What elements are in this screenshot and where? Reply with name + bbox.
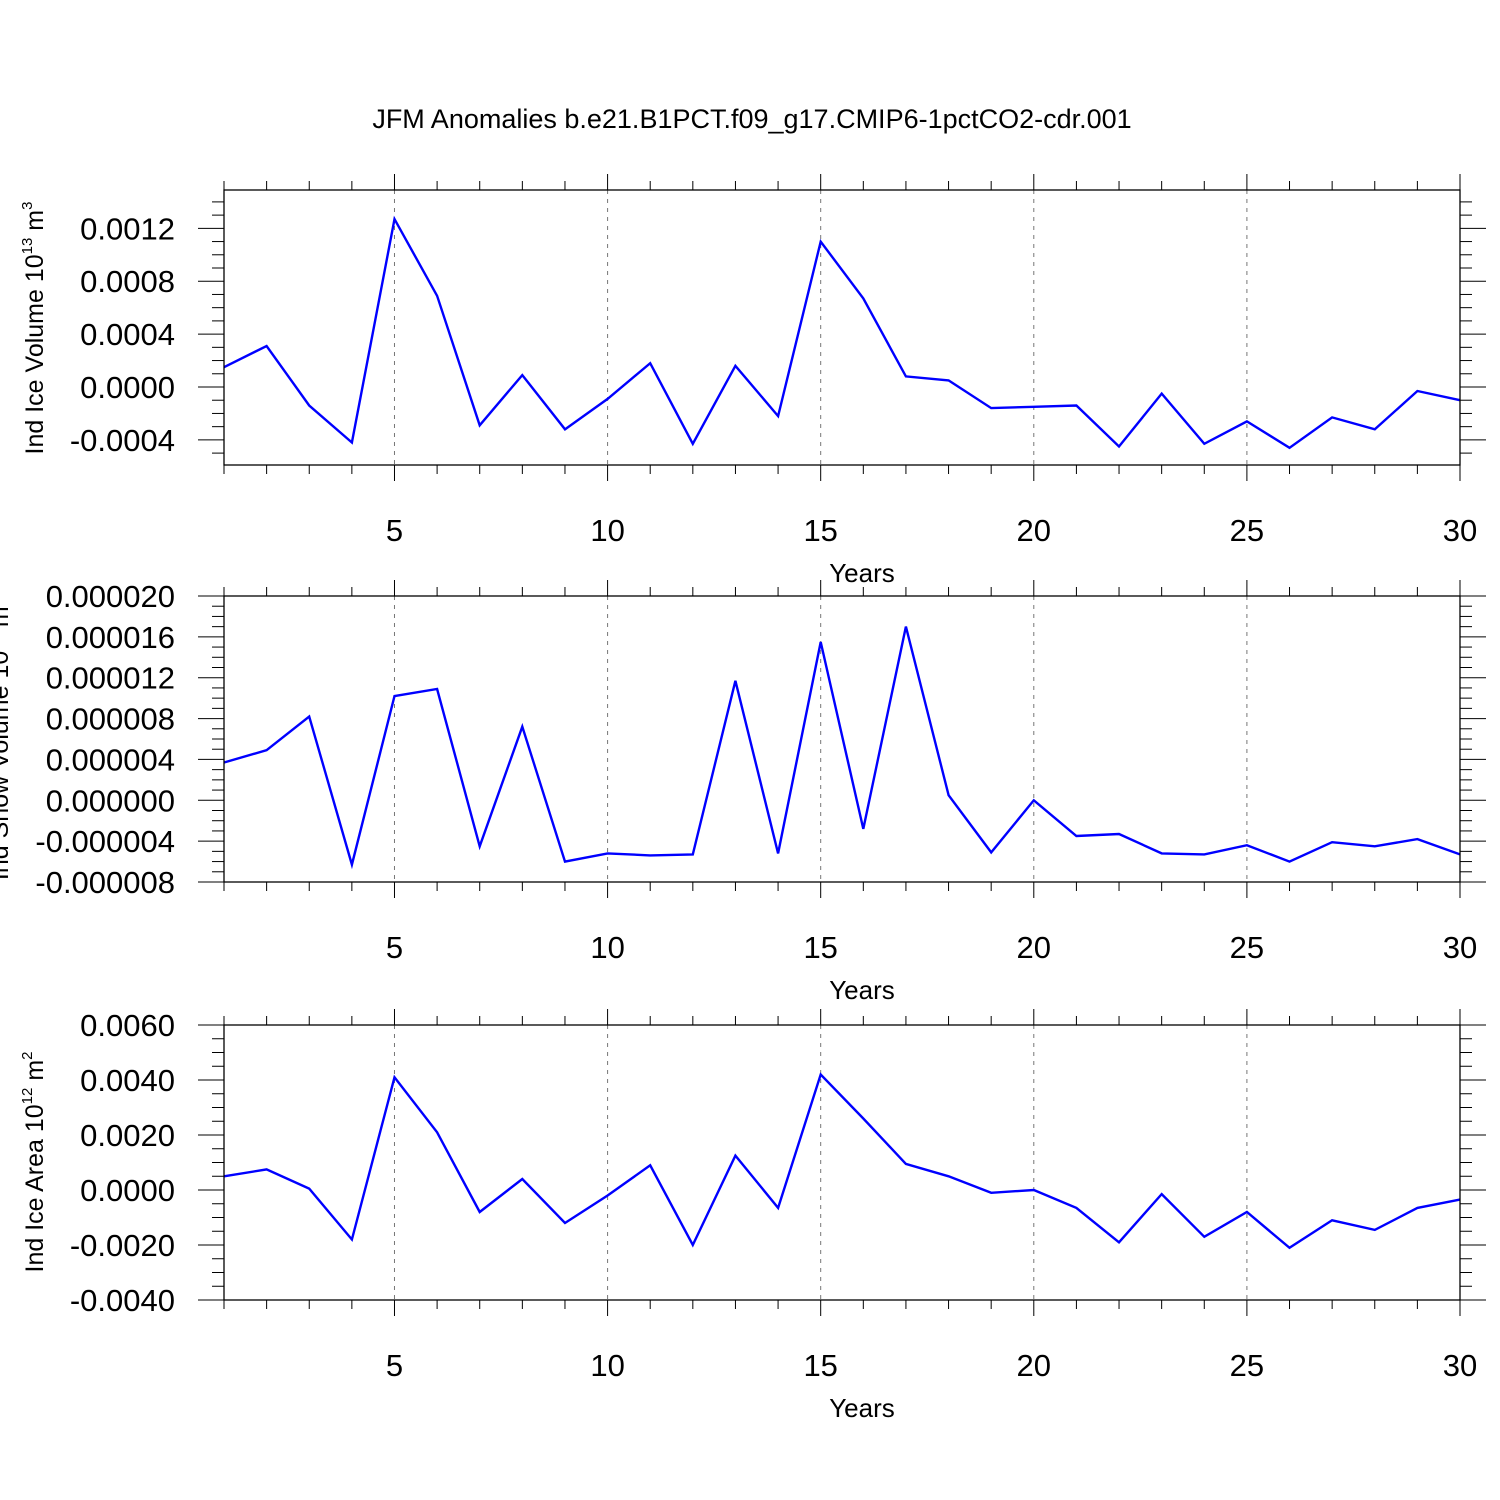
x-tick-label: 15 [803, 1348, 837, 1383]
x-tick-label: 25 [1230, 1348, 1264, 1383]
y-axis-label: Ind Ice Volume 1013 m3 [19, 202, 49, 455]
plot-frame [223, 1024, 1461, 1301]
x-tick-label: 20 [1017, 513, 1051, 548]
panel-3: -0.0040 -0.0020 0.0000 0.0020 0.0040 0.0060 5 1… [19, 1008, 1486, 1423]
y-axis-label: Ind Ice Area 1012 m2 [19, 1052, 49, 1273]
y-tick-label: 0.000000 [46, 783, 175, 818]
x-tick-label: 25 [1230, 513, 1264, 548]
y-tick-label: 0.0004 [80, 317, 175, 352]
x-tick-label: 30 [1443, 1348, 1477, 1383]
x-tick-label: 20 [1017, 1348, 1051, 1383]
plot-frame [223, 595, 1461, 883]
x-axis-label: Years [829, 558, 895, 588]
panel-1: -0.0004 0.0000 0.0004 0.0008 0.0012 5 10 15 20 25… [19, 174, 1486, 588]
chart-title: JFM Anomalies b.e21.B1PCT.f09_g17.CMIP6-… [372, 104, 1131, 134]
panel-2: -0.000008 -0.000004 0.000000 0.000004 0.0000… [0, 579, 1486, 1005]
y-tick-label: 0.000004 [46, 742, 175, 777]
y-tick-label: 0.0012 [80, 211, 175, 246]
x-tick-label: 10 [590, 930, 624, 965]
y-tick-label: 0.0000 [80, 370, 175, 405]
y-tick-label: 0.000020 [46, 579, 175, 614]
y-tick-label: -0.0040 [70, 1283, 175, 1318]
x-tick-label: 30 [1443, 513, 1477, 548]
x-tick-label: 5 [386, 930, 403, 965]
y-tick-label: -0.000004 [35, 824, 175, 859]
series-line [223, 215, 1461, 450]
x-tick-label: 10 [590, 1348, 624, 1383]
x-tick-label: 5 [386, 513, 403, 548]
y-tick-label: 0.000008 [46, 702, 175, 737]
x-tick-label: 5 [386, 1348, 403, 1383]
y-tick-label: 0.000012 [46, 661, 175, 696]
y-tick-label: -0.0004 [70, 423, 175, 458]
x-tick-label: 25 [1230, 930, 1264, 965]
x-tick-label: 15 [803, 930, 837, 965]
x-tick-label: 20 [1017, 930, 1051, 965]
x-axis-label: Years [829, 1393, 895, 1423]
x-axis-label: Years [829, 975, 895, 1005]
x-tick-label: 15 [803, 513, 837, 548]
y-tick-label: 0.0040 [80, 1063, 175, 1098]
x-tick-label: 10 [590, 513, 624, 548]
y-tick-label: 0.0060 [80, 1008, 175, 1043]
series-line [223, 626, 1461, 870]
y-tick-label: 0.000016 [46, 620, 175, 655]
y-tick-label: -0.000008 [35, 865, 175, 900]
plot-frame [223, 189, 1461, 466]
y-tick-label: 0.0000 [80, 1173, 175, 1208]
x-tick-label: 30 [1443, 930, 1477, 965]
y-tick-label: 0.0020 [80, 1118, 175, 1153]
series-line [223, 1072, 1461, 1250]
y-tick-label: -0.0020 [70, 1228, 175, 1263]
y-axis-label: Ind Snow Volume 1013 m3 [0, 598, 14, 880]
y-tick-label: 0.0008 [80, 264, 175, 299]
